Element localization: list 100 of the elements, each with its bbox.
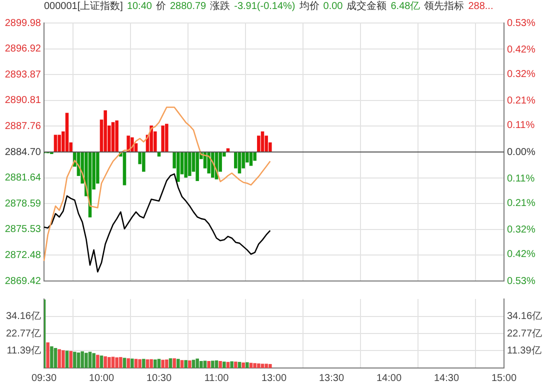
bar bbox=[188, 360, 192, 368]
y-tick-label: 2881.64 bbox=[4, 172, 42, 184]
bar bbox=[80, 351, 84, 368]
bar bbox=[192, 360, 196, 368]
text: 价 bbox=[156, 1, 166, 12]
bar bbox=[88, 352, 92, 368]
bar bbox=[203, 360, 207, 368]
bar bbox=[168, 358, 172, 368]
text: 10:40 bbox=[126, 1, 152, 12]
bar bbox=[161, 126, 164, 152]
bar bbox=[161, 360, 164, 368]
bar bbox=[108, 357, 111, 368]
bar bbox=[257, 363, 260, 368]
y-tick-label: 2872.48 bbox=[4, 250, 42, 261]
y2-tick-label: 0.32% bbox=[507, 68, 536, 80]
bar bbox=[122, 152, 126, 186]
bar bbox=[157, 358, 161, 368]
bar bbox=[172, 358, 176, 368]
y-tick-label: 2896.92 bbox=[4, 44, 42, 55]
bar bbox=[126, 358, 130, 368]
bar bbox=[176, 152, 180, 182]
y-tick-label: 2878.59 bbox=[4, 198, 42, 210]
bar bbox=[165, 359, 168, 368]
x-tick-label: 14:00 bbox=[376, 372, 402, 384]
y-tick-label: 11.39亿 bbox=[6, 345, 41, 356]
bar bbox=[138, 359, 142, 368]
x-tick-label: 13:00 bbox=[261, 372, 287, 384]
y2-tick-label: 0.53% bbox=[507, 276, 536, 287]
y2-tick-label: 0.32% bbox=[507, 224, 536, 236]
y-tick-label: 2890.81 bbox=[4, 95, 42, 106]
bar bbox=[154, 359, 157, 368]
bar bbox=[218, 361, 222, 368]
x-tick-label: 10:30 bbox=[146, 372, 172, 384]
bar bbox=[142, 152, 146, 172]
bar bbox=[264, 364, 268, 368]
y2-tick-label: 11.39亿 bbox=[507, 345, 542, 356]
text: 领先指标 bbox=[424, 1, 464, 12]
y2-tick-label: 0.53% bbox=[507, 18, 536, 29]
bar bbox=[58, 134, 61, 152]
y-tick-label: 2884.70 bbox=[4, 146, 42, 158]
y2-tick-label: 34.16亿 bbox=[507, 311, 542, 322]
bar bbox=[176, 358, 180, 368]
bar bbox=[214, 360, 218, 368]
x-tick-label: 13:30 bbox=[318, 372, 344, 384]
bar bbox=[50, 346, 54, 368]
bar bbox=[130, 358, 134, 368]
bar bbox=[122, 358, 126, 368]
bar bbox=[207, 361, 210, 368]
y-tick-label: 34.16亿 bbox=[6, 311, 41, 322]
text: 288... bbox=[468, 1, 494, 12]
bar bbox=[65, 112, 69, 152]
bar bbox=[111, 122, 115, 152]
bar bbox=[222, 362, 226, 368]
bar bbox=[184, 152, 188, 178]
bar bbox=[238, 362, 242, 368]
bar bbox=[226, 362, 230, 368]
bar bbox=[92, 353, 96, 368]
bar bbox=[200, 361, 203, 368]
y-tick-label: 2875.53 bbox=[4, 224, 42, 236]
bar bbox=[104, 110, 107, 152]
text: 成交金额 bbox=[346, 1, 387, 12]
bar bbox=[96, 354, 100, 368]
bar bbox=[134, 358, 138, 368]
bar bbox=[104, 356, 107, 368]
y2-tick-label: 0.11% bbox=[507, 120, 535, 131]
bar bbox=[264, 136, 268, 152]
bar bbox=[165, 124, 168, 152]
bar bbox=[150, 359, 153, 368]
bar bbox=[58, 349, 61, 368]
bar bbox=[76, 352, 80, 368]
bar bbox=[146, 359, 150, 368]
y-tick-label: 2869.42 bbox=[4, 276, 42, 287]
bar bbox=[119, 357, 122, 368]
bar bbox=[142, 358, 146, 368]
bar bbox=[242, 362, 245, 368]
y-tick-label: 2899.98 bbox=[4, 18, 42, 29]
bar bbox=[54, 348, 58, 368]
bar bbox=[246, 362, 249, 368]
bar bbox=[196, 152, 199, 182]
text: 2880.79 bbox=[170, 1, 206, 12]
y2-tick-label: 0.00% bbox=[507, 146, 536, 158]
text: 6.48亿 bbox=[390, 1, 420, 12]
bar bbox=[62, 350, 65, 368]
bar bbox=[184, 360, 188, 368]
bar bbox=[46, 342, 50, 368]
bar bbox=[73, 352, 76, 368]
text: 均价 bbox=[299, 1, 320, 12]
text: 000001[上证指数] bbox=[44, 1, 123, 12]
bar bbox=[211, 360, 214, 368]
y2-tick-label: 0.21% bbox=[507, 96, 536, 107]
y2-tick-label: 0.42% bbox=[507, 44, 536, 56]
bar bbox=[100, 356, 104, 368]
y-tick-label: 2887.76 bbox=[4, 120, 42, 132]
bar bbox=[257, 136, 260, 152]
bar bbox=[111, 356, 115, 368]
text: 涨跌 bbox=[210, 1, 230, 12]
bar bbox=[84, 352, 88, 368]
x-tick-label: 10:00 bbox=[88, 372, 114, 384]
bar bbox=[69, 351, 72, 368]
bar bbox=[196, 358, 199, 368]
